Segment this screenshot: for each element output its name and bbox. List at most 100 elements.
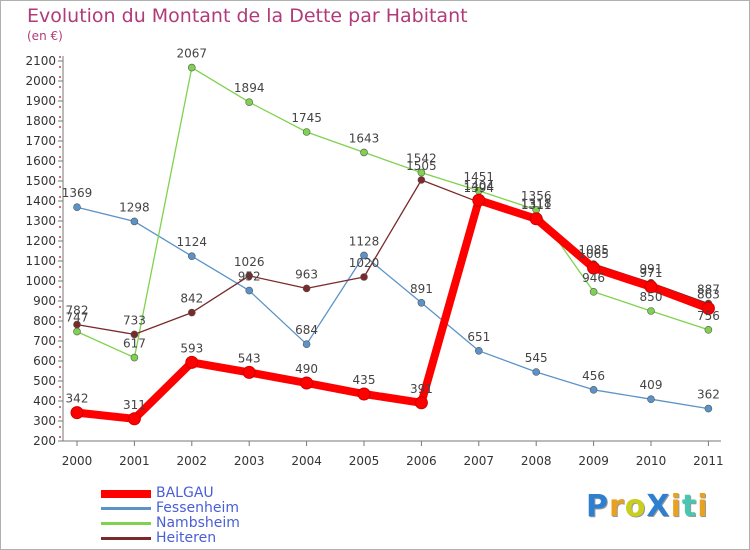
legend-swatch <box>101 522 151 525</box>
series-line-heiteren <box>76 179 710 336</box>
data-point-fessenheim <box>417 298 426 307</box>
data-label-fessenheim: 409 <box>640 378 663 392</box>
data-label-heiteren: 1505 <box>406 159 437 173</box>
data-point-heiteren <box>130 330 139 339</box>
legend-swatch <box>101 507 151 510</box>
data-label-balgau: 391 <box>410 382 433 396</box>
data-label-heiteren: 1394 <box>464 181 495 195</box>
data-point-balgau <box>472 193 486 207</box>
data-point-nambsheim <box>704 325 713 334</box>
data-label-nambsheim: 1542 <box>406 152 437 166</box>
x-tick-label: 2004 <box>291 454 322 468</box>
data-point-balgau <box>242 365 256 379</box>
data-point-fessenheim <box>704 404 713 413</box>
data-point-nambsheim <box>360 148 368 157</box>
data-label-balgau: 490 <box>295 362 318 376</box>
chart-subtitle: (en €) <box>27 29 63 43</box>
data-point-balgau <box>587 261 601 275</box>
y-tick-label: 1100 <box>25 254 56 268</box>
data-point-balgau <box>414 396 428 410</box>
brand-letter: r <box>609 489 625 524</box>
brand-letter: X <box>646 489 671 524</box>
data-point-balgau <box>70 406 84 420</box>
data-label-heiteren: 1020 <box>349 256 380 270</box>
y-tick-label: 200 <box>33 434 56 448</box>
data-label-fessenheim: 1369 <box>62 186 93 200</box>
data-label-heiteren: 1026 <box>234 255 265 269</box>
data-label-nambsheim: 850 <box>640 290 663 304</box>
data-label-balgau: 863 <box>697 287 720 301</box>
y-tick-label: 700 <box>33 334 56 348</box>
y-tick-label: 1500 <box>25 174 56 188</box>
data-label-fessenheim: 1128 <box>349 234 380 248</box>
data-label-balgau: 1311 <box>521 198 552 212</box>
data-label-balgau: 311 <box>123 398 146 412</box>
brand-letter: o <box>624 489 647 524</box>
data-label-nambsheim: 756 <box>697 309 720 323</box>
y-tick-label: 800 <box>33 314 56 328</box>
y-tick-label: 1000 <box>25 274 56 288</box>
data-point-fessenheim <box>532 368 541 376</box>
data-label-nambsheim: 1356 <box>521 189 552 203</box>
data-point-nambsheim <box>73 327 81 336</box>
series-line-nambsheim <box>76 66 710 359</box>
y-tick-label: 300 <box>33 414 56 428</box>
legend-label: Heiteren <box>156 530 217 546</box>
data-label-balgau: 593 <box>180 341 203 355</box>
data-point-fessenheim <box>647 395 655 404</box>
data-point-fessenheim <box>302 340 311 349</box>
data-label-nambsheim: 1894 <box>234 81 265 95</box>
legend-swatch <box>101 490 151 498</box>
data-point-heiteren <box>302 284 311 293</box>
data-label-fessenheim: 684 <box>295 323 318 337</box>
series-layer <box>70 63 715 426</box>
y-tick-label: 1200 <box>25 234 56 248</box>
data-label-balgau: 342 <box>66 392 89 406</box>
data-label-nambsheim: 1451 <box>464 170 495 184</box>
data-point-fessenheim <box>188 252 196 260</box>
data-point-heiteren <box>360 273 368 281</box>
data-label-nambsheim: 2067 <box>177 47 208 61</box>
data-point-nambsheim <box>302 128 311 136</box>
data-label-nambsheim: 617 <box>123 337 146 351</box>
data-label-heiteren: 963 <box>295 267 318 281</box>
data-point-nambsheim <box>647 307 655 315</box>
x-tick-label: 2006 <box>406 454 437 468</box>
data-label-balgau: 1404 <box>464 179 495 193</box>
brand-logo: ProXiti <box>586 489 709 524</box>
data-label-nambsheim: 747 <box>66 311 89 325</box>
x-tick-label: 2001 <box>119 454 150 468</box>
y-tick-label: 1300 <box>25 214 56 228</box>
y-tick-label: 1700 <box>25 134 56 148</box>
legend-swatch <box>101 537 151 540</box>
data-label-fessenheim: 1124 <box>177 235 208 249</box>
axes: 200 300 400 500 600 700 800 900 1000 1100 1200 1300… <box>25 54 723 468</box>
data-label-heiteren: 1318 <box>521 196 552 210</box>
brand-letter: P <box>586 489 609 524</box>
data-label-heiteren: 782 <box>66 304 89 318</box>
brand-letter: i <box>670 489 682 524</box>
legend-label: BALGAU <box>156 485 214 501</box>
x-tick-label: 2010 <box>636 454 667 468</box>
data-labels: 1369 1298 1124 952 684 1128 891 651 545 456 409 362… <box>62 47 720 412</box>
x-tick-label: 2008 <box>521 454 552 468</box>
y-tick-label: 1800 <box>25 114 56 128</box>
data-label-fessenheim: 891 <box>410 282 433 296</box>
x-tick-label: 2002 <box>177 454 208 468</box>
x-tick-label: 2003 <box>234 454 265 468</box>
data-point-fessenheim <box>73 203 81 211</box>
data-point-balgau <box>529 212 543 226</box>
y-tick-label: 2000 <box>25 74 56 88</box>
x-tick-label: 2007 <box>464 454 495 468</box>
y-tick-label: 400 <box>33 394 56 408</box>
data-label-balgau: 1065 <box>578 247 609 261</box>
data-label-balgau: 543 <box>238 351 261 365</box>
data-label-heiteren: 887 <box>697 283 720 297</box>
brand-letter: i <box>697 489 709 524</box>
y-tick-label: 1600 <box>25 154 56 168</box>
y-tick-label: 500 <box>33 374 56 388</box>
legend-label: Fessenheim <box>156 500 239 516</box>
x-tick-label: 2000 <box>62 454 93 468</box>
